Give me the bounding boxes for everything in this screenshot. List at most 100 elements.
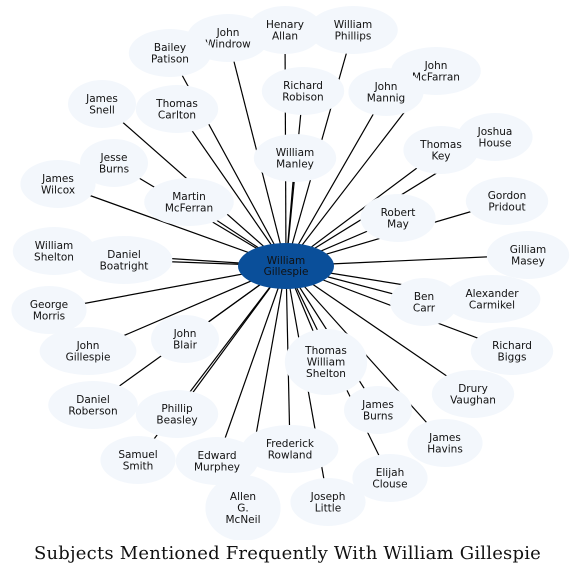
node-ellipse bbox=[75, 236, 173, 284]
edge-drury-vaughan bbox=[285, 265, 474, 395]
node-label-line: Shelton bbox=[306, 368, 346, 380]
node-label-line: John bbox=[216, 27, 240, 39]
node-label-line: Phillips bbox=[335, 30, 372, 42]
node-ellipse bbox=[48, 381, 138, 429]
node-ellipse bbox=[403, 126, 479, 174]
node-label-line: Manley bbox=[276, 158, 314, 170]
node-ellipse bbox=[261, 67, 345, 115]
node-label-line: Beasley bbox=[156, 414, 197, 426]
node-ellipse bbox=[486, 231, 570, 279]
node-ellipse bbox=[352, 454, 428, 502]
node-label-line: Thomas bbox=[304, 345, 347, 357]
network-diagram: HenaryAllanWilliamPhillipsJohnWindrowBai… bbox=[11, 6, 570, 540]
node-ellipse bbox=[135, 85, 219, 133]
node-label-line: Pridout bbox=[488, 201, 525, 213]
node-label-line: Smith bbox=[123, 460, 154, 472]
node-label-line: Clouse bbox=[372, 478, 407, 490]
node-label-line: Edward bbox=[197, 450, 236, 462]
edge-thomas-carlton bbox=[176, 108, 287, 267]
node-ellipse bbox=[128, 29, 212, 77]
node-label-line: McNeil bbox=[226, 514, 261, 526]
node-label-line: William bbox=[35, 240, 73, 252]
node-layer: HenaryAllanWilliamPhillipsJohnWindrowBai… bbox=[11, 6, 570, 540]
node-ellipse bbox=[360, 194, 436, 242]
node-ellipse bbox=[290, 478, 366, 526]
node-label-line: Thomas bbox=[419, 139, 462, 151]
node-label-line: Gordon bbox=[488, 190, 526, 202]
node-label-line: Masey bbox=[511, 255, 545, 267]
node-label-line: Frederick bbox=[266, 438, 315, 450]
hub-label-line-2: Gillespie bbox=[264, 266, 309, 278]
node-ellipse bbox=[175, 437, 259, 485]
node-ellipse bbox=[284, 329, 368, 395]
node-label-line: Drury bbox=[458, 383, 488, 395]
node-label-line: John bbox=[424, 60, 448, 72]
node-label-line: Vaughan bbox=[450, 394, 496, 406]
node-ellipse bbox=[11, 286, 87, 334]
diagram-caption: Subjects Mentioned Frequently With Willi… bbox=[33, 543, 542, 564]
node-label-line: Allan bbox=[272, 30, 298, 42]
node-ellipse bbox=[205, 475, 281, 540]
node-ellipse bbox=[241, 425, 339, 473]
node-label-line: Samuel bbox=[118, 449, 157, 461]
hub-node[interactable]: William Gillespie bbox=[238, 243, 334, 289]
node-label-line: John bbox=[374, 81, 398, 93]
node-ellipse bbox=[39, 327, 137, 375]
node-label-line: Richard bbox=[492, 340, 532, 352]
node-label-line: Phillip bbox=[161, 403, 193, 415]
node-ellipse bbox=[390, 278, 458, 326]
node-ellipse bbox=[151, 315, 219, 363]
node-label-line: Martin bbox=[172, 191, 206, 203]
node-label-line: John bbox=[173, 328, 197, 340]
edge-edward-murphey bbox=[216, 265, 287, 462]
node-label-line: James bbox=[428, 432, 461, 444]
node-label-line: William bbox=[276, 147, 314, 159]
node-ellipse bbox=[253, 134, 337, 182]
node-label-line: Morris bbox=[33, 310, 65, 322]
node-ellipse bbox=[470, 327, 554, 375]
node-label-line: McFarran bbox=[412, 71, 460, 83]
node-label-line: Henary bbox=[266, 19, 304, 31]
node-label-line: G. bbox=[237, 503, 248, 515]
node-label-line: Murphey bbox=[194, 461, 240, 473]
node-ellipse bbox=[20, 160, 96, 208]
node-label-line: Daniel bbox=[76, 394, 109, 406]
node-label-line: Robert bbox=[381, 207, 416, 219]
node-label-line: McFerran bbox=[165, 202, 213, 214]
node-ellipse bbox=[443, 275, 541, 323]
